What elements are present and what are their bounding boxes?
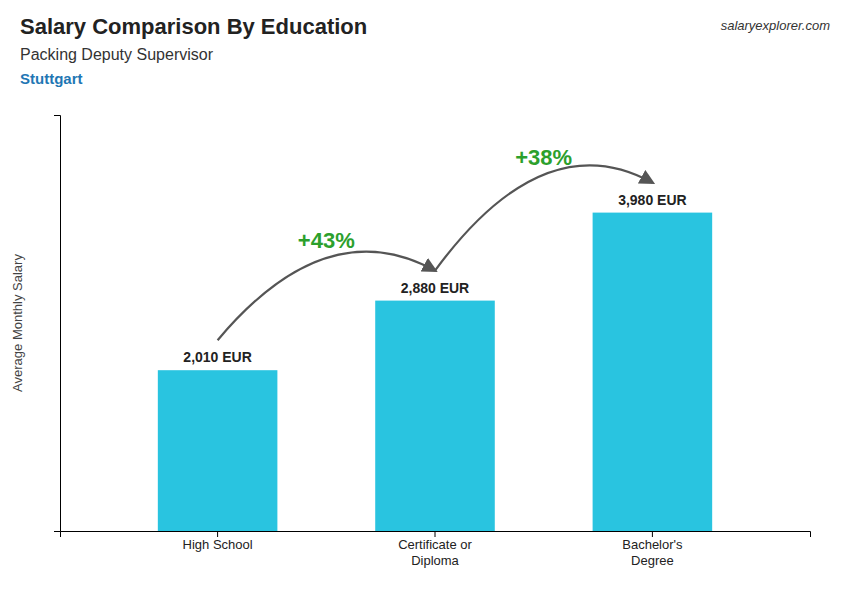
title: Salary Comparison By Education <box>20 14 367 39</box>
annotation: salaryexplorer.com <box>721 18 831 33</box>
bars <box>158 213 712 531</box>
y-axis-title: Average Monthly Salary <box>10 254 25 392</box>
x-axis: High School Certificate orDiploma Bachelor… <box>61 531 811 568</box>
x-tick-label-line: Bachelor's <box>622 537 683 552</box>
change-arrow <box>435 165 652 270</box>
x-tick-label-line: High School <box>183 537 253 552</box>
plot: High School Certificate orDiploma Bachelor… <box>54 116 811 569</box>
data-label: 2,010 EUR <box>183 349 251 365</box>
data-label: 2,880 EUR <box>401 280 469 296</box>
x-tick-label: High School <box>183 537 253 552</box>
x-tick: Certificate orDiploma <box>398 531 472 568</box>
x-tick: Bachelor'sDegree <box>622 531 683 568</box>
bar <box>593 213 713 531</box>
x-tick-label-line: Diploma <box>411 553 459 568</box>
x-tick-mark <box>652 531 653 537</box>
x-tick-label-line: Degree <box>631 553 674 568</box>
x-tick-label-line: Certificate or <box>398 537 472 552</box>
annotation: Stuttgart <box>20 70 83 87</box>
change-label: +38% <box>515 145 572 170</box>
x-tick-label: Bachelor'sDegree <box>622 537 683 568</box>
data-labels: 2,010 EUR 2,880 EUR 3,980 EUR <box>183 192 686 366</box>
x-tick-mark <box>435 531 436 537</box>
data-label: 3,980 EUR <box>618 192 686 208</box>
change-arrow <box>218 252 435 341</box>
y-axis-line <box>54 116 61 532</box>
x-tick: High School <box>183 531 253 552</box>
y-axis <box>54 116 61 532</box>
chart: Salary Comparison By Education Packing De… <box>0 0 850 606</box>
bar <box>375 301 495 531</box>
x-axis-line <box>61 532 811 538</box>
bar <box>158 370 278 531</box>
change-label: +43% <box>298 228 355 253</box>
change-arrows: +43% +38% <box>218 145 653 341</box>
subtitle: Packing Deputy Supervisor <box>20 46 214 63</box>
x-tick-label: Certificate orDiploma <box>398 537 472 568</box>
x-tick-mark <box>217 531 218 537</box>
